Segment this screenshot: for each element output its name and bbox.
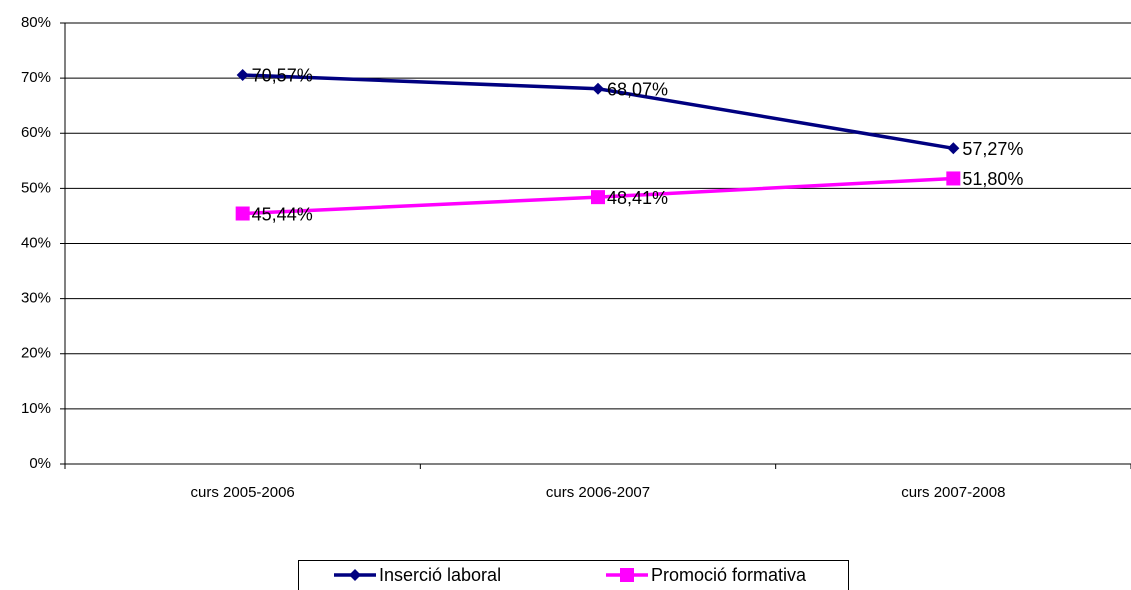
data-label: 45,44% bbox=[252, 204, 313, 224]
legend-marker bbox=[349, 569, 361, 581]
y-tick-label: 20% bbox=[21, 345, 51, 362]
legend-label: Inserció laboral bbox=[379, 565, 501, 585]
y-tick-label: 30% bbox=[21, 290, 51, 307]
data-label: 48,41% bbox=[607, 188, 668, 208]
x-tick-label: curs 2005-2006 bbox=[191, 484, 295, 501]
y-tick-label: 10% bbox=[21, 400, 51, 417]
data-label: 70,57% bbox=[252, 66, 313, 86]
point bbox=[592, 82, 604, 95]
y-tick-label: 40% bbox=[21, 234, 51, 251]
x-tick-label: curs 2007-2008 bbox=[901, 484, 1005, 501]
data-label: 51,80% bbox=[962, 169, 1023, 189]
point bbox=[235, 206, 250, 221]
y-tick-label: 70% bbox=[21, 69, 51, 86]
y-tick-label: 80% bbox=[21, 14, 51, 31]
data-label: 57,27% bbox=[962, 139, 1023, 159]
y-tick-label: 60% bbox=[21, 124, 51, 141]
legend-label: Promoció formativa bbox=[651, 565, 807, 585]
legend-marker bbox=[620, 568, 634, 582]
legend-box bbox=[298, 560, 849, 590]
point bbox=[236, 68, 249, 81]
y-tick-label: 50% bbox=[21, 179, 51, 196]
point bbox=[591, 190, 605, 205]
point bbox=[946, 171, 961, 186]
data-label: 68,07% bbox=[607, 80, 668, 100]
y-tick-label: 0% bbox=[29, 455, 51, 472]
point bbox=[947, 142, 960, 155]
x-tick-label: curs 2006-2007 bbox=[546, 484, 650, 501]
